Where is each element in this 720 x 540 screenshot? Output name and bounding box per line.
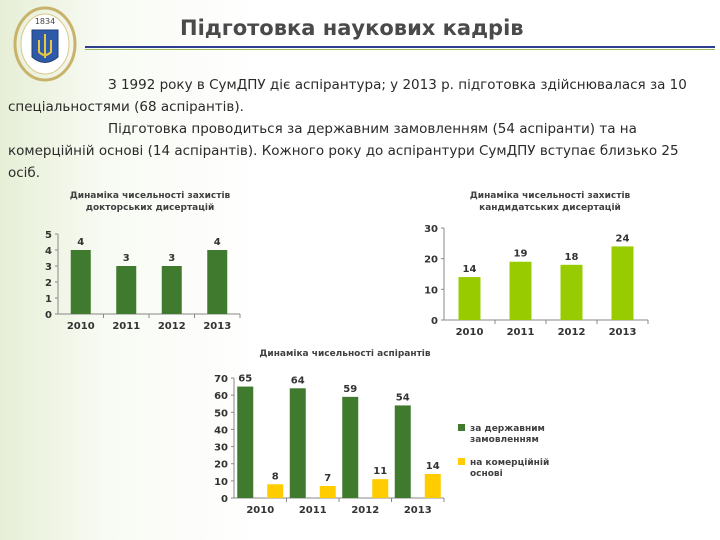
data-label: 3: [123, 253, 130, 264]
data-label: 4: [214, 237, 221, 248]
y-tick-label: 0: [431, 316, 438, 327]
paragraph-2: Підготовка проводиться за державним замо…: [8, 118, 708, 184]
legend-swatch: [458, 458, 465, 465]
bar: [509, 261, 532, 320]
y-tick-label: 2: [45, 278, 52, 289]
title-underline: [85, 46, 715, 48]
bar: [207, 250, 228, 314]
bar: [319, 486, 336, 498]
data-label: 64: [291, 375, 305, 386]
y-tick-label: 50: [214, 408, 228, 419]
data-label: 3: [168, 253, 175, 264]
y-tick-label: 4: [45, 246, 52, 257]
bar: [372, 479, 389, 498]
y-tick-label: 5: [45, 230, 52, 241]
chart-title: Динаміка чисельності аспірантів: [259, 348, 430, 359]
chart-title: докторських дисертацій: [86, 202, 215, 213]
x-tick-label: 2011: [112, 321, 140, 332]
y-tick-label: 3: [45, 262, 52, 273]
x-tick-label: 2011: [299, 505, 327, 516]
data-label: 18: [565, 252, 579, 263]
y-tick-label: 40: [214, 425, 228, 436]
legend-label: замовленням: [470, 435, 539, 445]
y-tick-label: 20: [424, 255, 438, 266]
bar: [267, 484, 284, 498]
legend-label: за державним: [470, 424, 545, 434]
data-label: 24: [616, 233, 630, 244]
x-tick-label: 2010: [456, 327, 484, 338]
data-label: 4: [77, 237, 84, 248]
x-tick-label: 2012: [558, 327, 586, 338]
y-tick-label: 10: [214, 477, 228, 488]
bar: [70, 250, 91, 314]
data-label: 19: [514, 249, 528, 260]
body-text: З 1992 року в СумДПУ діє аспірантура; у …: [8, 74, 708, 184]
x-tick-label: 2012: [351, 505, 379, 516]
data-label: 65: [238, 374, 252, 385]
y-tick-label: 0: [45, 310, 52, 321]
y-tick-label: 0: [221, 494, 228, 505]
x-tick-label: 2013: [404, 505, 432, 516]
slide-title: Підготовка наукових кадрів: [180, 16, 524, 40]
x-tick-label: 2011: [507, 327, 535, 338]
data-label: 59: [343, 384, 357, 395]
data-label: 7: [324, 473, 331, 484]
y-tick-label: 30: [214, 443, 228, 454]
paragraph-1: З 1992 року в СумДПУ діє аспірантура; у …: [8, 74, 708, 118]
data-label: 11: [373, 466, 387, 477]
bar: [611, 246, 634, 320]
postgraduates-chart: Динаміка чисельності аспірантів 0 10 20 30 40…: [214, 348, 549, 516]
title-underline-accent: [85, 49, 715, 50]
svg-text:1834: 1834: [35, 17, 55, 26]
bar: [342, 396, 359, 498]
chart-title: Динаміка чисельності захистів: [470, 190, 631, 201]
x-tick-label: 2010: [67, 321, 95, 332]
y-tick-label: 1: [45, 294, 52, 305]
bar: [560, 264, 583, 320]
legend-label: на комерційній: [470, 457, 549, 468]
data-label: 14: [426, 461, 440, 472]
bar: [116, 266, 137, 314]
bar: [394, 405, 411, 498]
bar: [424, 474, 441, 498]
paragraph-1-text: З 1992 року в СумДПУ діє аспірантура; у …: [8, 77, 687, 115]
paragraph-2-text: Підготовка проводиться за державним замо…: [8, 121, 679, 181]
data-label: 14: [463, 264, 477, 275]
data-label: 8: [272, 471, 279, 482]
x-tick-label: 2013: [203, 321, 231, 332]
chart-title: Динаміка чисельності захистів: [70, 190, 231, 201]
candidate-defenses-chart: Динаміка чисельності захистівкандидатськ…: [424, 190, 649, 338]
legend-swatch: [458, 424, 465, 431]
x-tick-label: 2012: [158, 321, 186, 332]
x-tick-label: 2013: [609, 327, 637, 338]
university-logo: 1834: [13, 6, 77, 82]
y-tick-label: 10: [424, 285, 438, 296]
y-tick-label: 60: [214, 391, 228, 402]
y-tick-label: 30: [424, 224, 438, 235]
y-tick-label: 70: [214, 374, 228, 385]
bar: [458, 277, 481, 320]
y-tick-label: 20: [214, 460, 228, 471]
bar: [237, 386, 254, 498]
chart-title: кандидатських дисертацій: [479, 202, 621, 213]
x-tick-label: 2010: [246, 505, 274, 516]
bar: [161, 266, 182, 314]
bar: [289, 388, 306, 498]
legend-label: основі: [470, 468, 503, 479]
data-label: 54: [396, 392, 410, 403]
doctoral-defenses-chart: Динаміка чисельності захистівдокторських…: [45, 190, 241, 332]
